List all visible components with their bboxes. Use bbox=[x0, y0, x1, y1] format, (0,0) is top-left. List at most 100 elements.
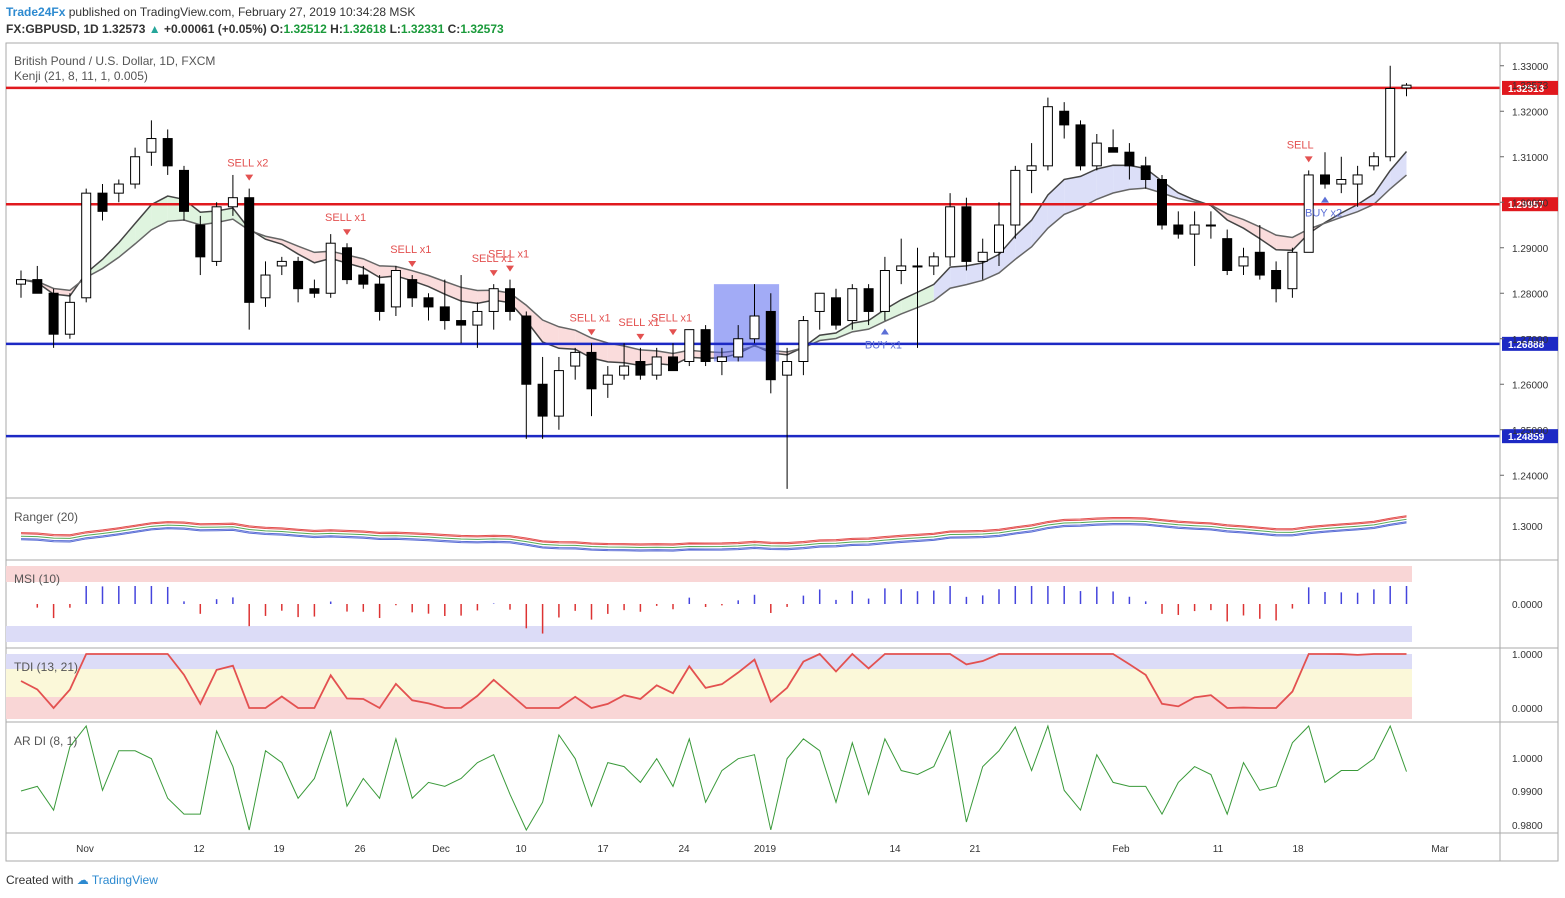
x-tick-label: 18 bbox=[1292, 844, 1304, 855]
level-label-bg bbox=[1502, 80, 1558, 95]
x-tick-label: Dec bbox=[432, 844, 450, 855]
sell-signal-label: SELL x1 bbox=[472, 253, 513, 265]
sell-arrow-icon bbox=[1304, 156, 1313, 163]
cloud-segment bbox=[884, 299, 902, 322]
horizontal-levels: 1.32513 1.29957 1.26888 1.24859 bbox=[6, 80, 1558, 444]
candle-body bbox=[733, 338, 744, 358]
y-tick-label: 1.29000 bbox=[1512, 244, 1549, 255]
chart-title: British Pound / U.S. Dollar, 1D, FXCM bbox=[14, 54, 215, 68]
cloud-segment bbox=[281, 239, 299, 255]
cloud-segment bbox=[950, 265, 967, 289]
cloud-segment bbox=[868, 309, 885, 330]
candle-body bbox=[423, 297, 434, 308]
candle-body bbox=[1140, 165, 1151, 181]
cloud-segment bbox=[363, 258, 380, 278]
candle-body bbox=[570, 351, 581, 367]
tdi-upper-band bbox=[6, 654, 1412, 669]
y-tick-label: 1.25000 bbox=[1512, 426, 1549, 437]
msi-lower-band bbox=[6, 626, 1412, 642]
candle-body bbox=[635, 361, 646, 376]
cloud-segment bbox=[118, 223, 136, 258]
cloud-segment bbox=[1031, 194, 1048, 247]
candle-body bbox=[1157, 179, 1167, 226]
candle-body bbox=[32, 279, 43, 294]
cloud-segment bbox=[1357, 193, 1374, 212]
sub-panel-tick: 0.9800 bbox=[1512, 821, 1543, 832]
candle-body bbox=[553, 370, 564, 417]
level-label-bg bbox=[1502, 429, 1558, 444]
candle-body bbox=[1189, 224, 1200, 235]
brand-link[interactable]: Trade24Fx bbox=[6, 5, 66, 19]
y-tick-label: 1.26000 bbox=[1512, 380, 1549, 391]
cloud-segment bbox=[607, 342, 625, 363]
candle-body bbox=[211, 206, 222, 262]
cloud-segment bbox=[1259, 226, 1277, 250]
kenji-cloud bbox=[20, 151, 1408, 367]
cloud-segment bbox=[1096, 165, 1114, 200]
chart-frame bbox=[5, 42, 1559, 862]
candle-body bbox=[1173, 224, 1184, 235]
cloud-segment bbox=[461, 287, 478, 304]
kenji-fast-line bbox=[20, 151, 1408, 367]
sell-signal-label: SELL x1 bbox=[390, 244, 431, 256]
candle-body bbox=[977, 251, 988, 262]
candle-body bbox=[309, 288, 320, 294]
candles bbox=[16, 65, 1412, 489]
change: +0.00061 (+0.05%) bbox=[164, 22, 267, 36]
candle-body bbox=[1205, 224, 1216, 227]
sell-signal-label: SELL x1 bbox=[618, 317, 659, 329]
x-tick-label: 12 bbox=[193, 844, 205, 855]
candle-body bbox=[1026, 165, 1037, 171]
candle-body bbox=[700, 329, 711, 362]
tdi-line bbox=[20, 652, 1407, 710]
open-label: O: bbox=[270, 22, 284, 36]
candle-body bbox=[1091, 142, 1102, 167]
candle-body bbox=[97, 192, 108, 212]
cloud-segment bbox=[852, 320, 869, 332]
candle-body bbox=[81, 192, 92, 299]
candle-body bbox=[1254, 251, 1265, 276]
sell-signal-label: SELL x1 bbox=[488, 249, 529, 261]
close-value: 1.32573 bbox=[460, 22, 504, 36]
candle-body bbox=[358, 274, 369, 285]
candle-body bbox=[16, 279, 26, 285]
candle-body bbox=[1042, 106, 1053, 167]
candle-body bbox=[1059, 110, 1070, 126]
cloud-segment bbox=[526, 305, 543, 342]
candle-body bbox=[64, 301, 75, 335]
sell-signal-label: SELL x2 bbox=[227, 158, 268, 170]
candle-body bbox=[1303, 174, 1314, 253]
cloud-segment bbox=[1080, 169, 1097, 208]
candle-body bbox=[1352, 174, 1363, 185]
candle-body bbox=[1336, 179, 1347, 185]
candle-body bbox=[1075, 124, 1086, 167]
cloud-segment bbox=[298, 246, 315, 263]
cloud-segment bbox=[999, 235, 1016, 273]
tradingview-link[interactable]: TradingView bbox=[91, 873, 158, 887]
cloud-segment bbox=[1373, 170, 1391, 205]
msi-upper-band bbox=[6, 566, 1412, 582]
sell-arrow-icon bbox=[408, 261, 417, 268]
sub-panels: Ranger (20) 1.3000 MSI (10) 0.0000 TDI (13, … bbox=[6, 510, 1543, 832]
indicator-label: Kenji (21, 8, 11, 1, 0.005) bbox=[14, 69, 148, 83]
level-label: 1.29957 bbox=[1508, 200, 1545, 211]
ranger-line bbox=[20, 515, 1407, 545]
sell-arrow-icon bbox=[636, 333, 645, 340]
level-label-bg bbox=[1502, 336, 1558, 351]
candle-body bbox=[472, 310, 483, 326]
x-tick-label: Feb bbox=[1112, 844, 1130, 855]
sub-panel-title: TDI (13, 21) bbox=[14, 660, 78, 674]
candle-body bbox=[1271, 270, 1282, 290]
candle-body bbox=[195, 224, 206, 258]
candle-body bbox=[1010, 169, 1021, 226]
sell-signal-label: SELL x1 bbox=[570, 312, 611, 324]
low-value: 1.32331 bbox=[400, 22, 445, 36]
low-label: L: bbox=[389, 22, 401, 36]
cloud-segment bbox=[542, 320, 559, 349]
x-tick-label: Mar bbox=[1431, 844, 1449, 855]
candle-body bbox=[244, 197, 255, 303]
x-tick-label: Nov bbox=[76, 844, 94, 855]
candle-body bbox=[619, 365, 630, 376]
x-tick-label: 2019 bbox=[754, 844, 777, 855]
